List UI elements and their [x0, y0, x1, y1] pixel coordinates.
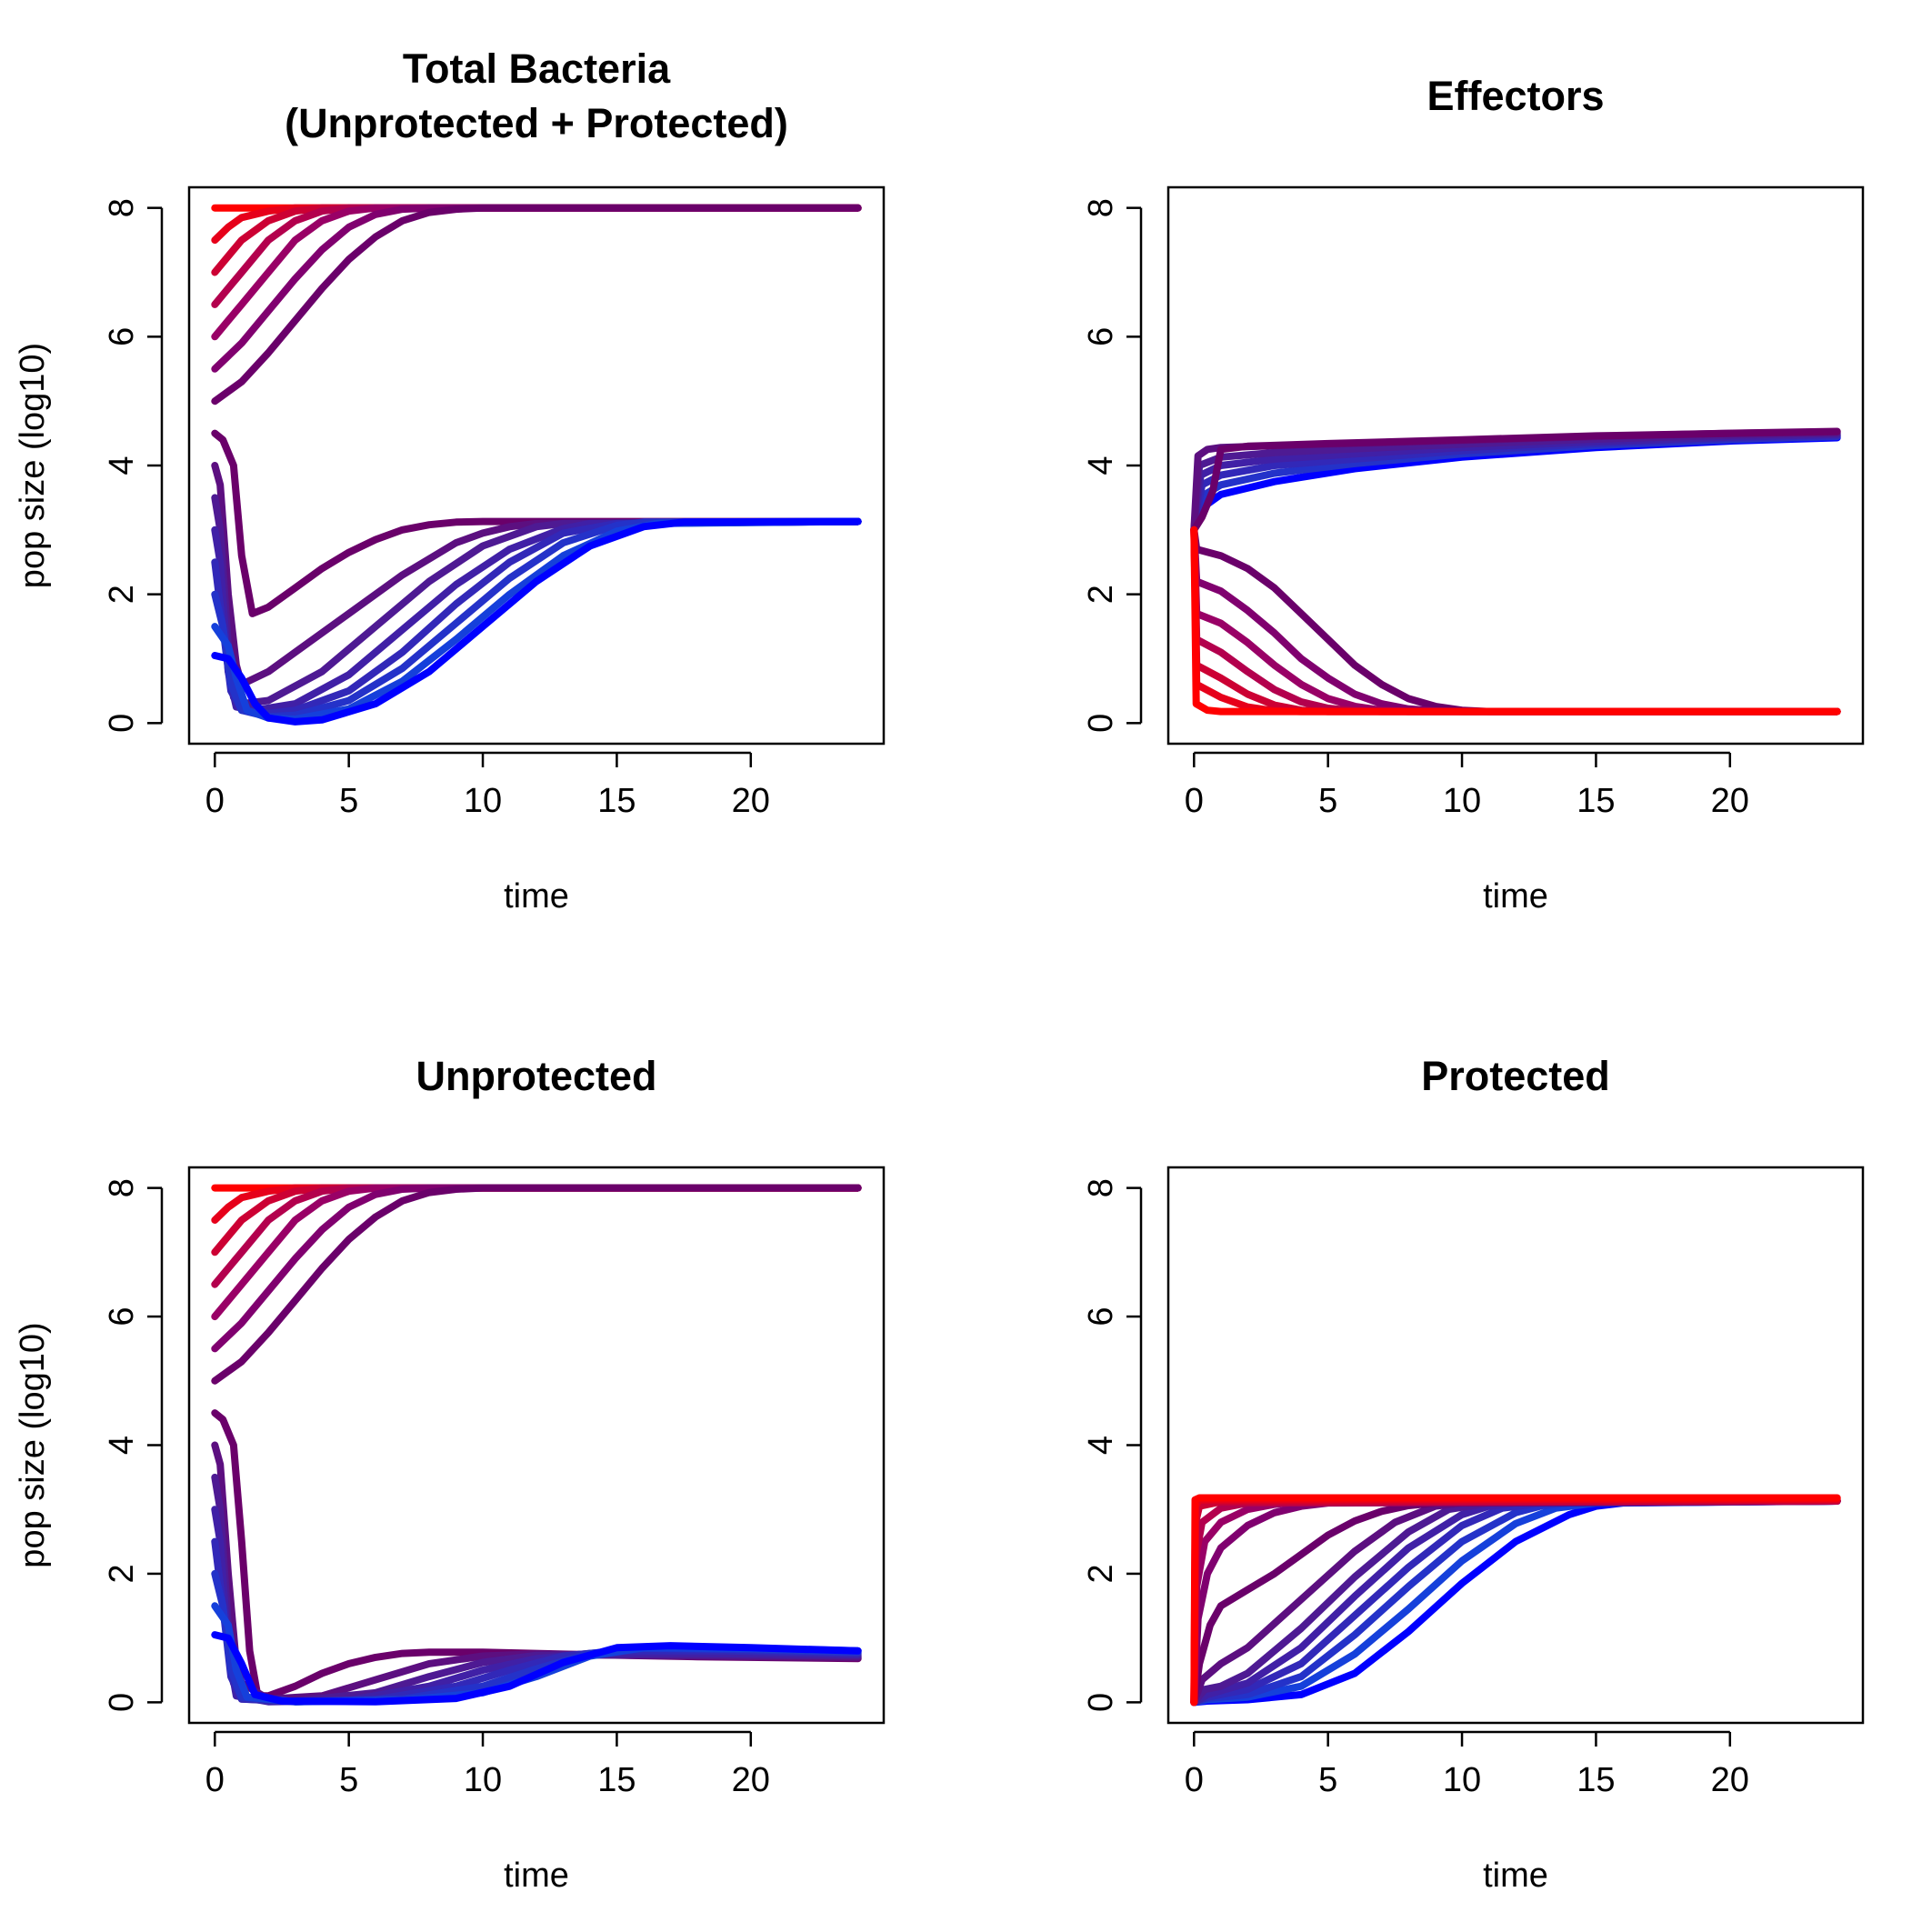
y-axis-label: pop size (log10): [14, 1322, 52, 1567]
series-line: [211, 462, 862, 688]
series-line: [1190, 427, 1841, 534]
x-tick-label: 10: [1443, 1761, 1481, 1799]
chart-title: Unprotected: [415, 1053, 656, 1099]
x-tick-label: 0: [205, 782, 225, 820]
x-tick-label: 5: [1318, 1761, 1337, 1799]
y-tick-label: 4: [1082, 455, 1120, 475]
series-line: [211, 1184, 862, 1321]
x-tick-label: 15: [597, 782, 636, 820]
y-tick-label: 6: [1082, 327, 1120, 346]
series-line: [211, 429, 862, 617]
chart-title: Total Bacteria: [403, 45, 671, 92]
y-tick-label: 0: [1082, 1693, 1120, 1712]
x-tick-label: 0: [205, 1761, 225, 1799]
y-tick-label: 2: [103, 1564, 141, 1583]
series-line: [211, 204, 862, 308]
x-tick-label: 15: [597, 1761, 636, 1799]
x-tick-label: 20: [732, 782, 770, 820]
y-tick-label: 4: [1082, 1436, 1120, 1455]
chart-panel-4: Protected 0 5 10 15 20 time 0 2 4 6 8: [1082, 1053, 1865, 1895]
plot-frame: [187, 1166, 886, 1725]
x-tick-label: 10: [1443, 782, 1481, 820]
x-tick-label: 5: [339, 782, 358, 820]
series-line: [211, 517, 862, 726]
series-line: [211, 517, 862, 724]
y-tick-label: 4: [103, 1436, 141, 1455]
x-tick-label: 0: [1185, 782, 1204, 820]
y-tick-label: 4: [103, 455, 141, 475]
x-tick-label: 5: [1318, 782, 1337, 820]
series-line: [211, 1184, 862, 1353]
y-tick-label: 8: [103, 198, 141, 217]
series-line: [211, 1184, 862, 1385]
series-line: [211, 204, 862, 373]
y-tick-label: 8: [1082, 1178, 1120, 1197]
x-axis-label: time: [1483, 1857, 1548, 1895]
x-tick-label: 0: [1185, 1761, 1204, 1799]
y-tick-label: 2: [1082, 585, 1120, 604]
y-tick-label: 2: [103, 585, 141, 604]
x-tick-label: 10: [464, 1761, 502, 1799]
y-tick-label: 8: [103, 1178, 141, 1197]
y-tick-label: 6: [103, 327, 141, 346]
chart-panel-3: Unprotected 0 5 10 15 20 time 0 2 4 6 8 pop size (lo…: [14, 1053, 886, 1895]
y-tick-label: 0: [103, 1693, 141, 1712]
chart-panel-2: Effectors 0 5 10 15 20 time 0 2 4 6 8: [1082, 73, 1865, 916]
x-axis-label: time: [504, 1857, 569, 1895]
x-tick-label: 15: [1577, 782, 1615, 820]
y-tick-label: 8: [1082, 198, 1120, 217]
plot-frame: [1166, 185, 1865, 746]
x-tick-label: 20: [1711, 782, 1749, 820]
y-tick-label: 2: [1082, 1564, 1120, 1583]
x-tick-label: 20: [1711, 1761, 1749, 1799]
chart-panel-1: Total Bacteria (Unprotected + Protected) 0…: [14, 45, 886, 916]
series-line: [1190, 526, 1841, 716]
y-axis-label: pop size (log10): [14, 343, 52, 588]
x-tick-label: 10: [464, 782, 502, 820]
series-line: [211, 517, 862, 721]
y-tick-label: 6: [103, 1306, 141, 1326]
chart-title: (Unprotected + Protected): [285, 100, 788, 146]
chart-title: Effectors: [1426, 73, 1604, 119]
y-tick-label: 0: [103, 714, 141, 733]
series-line: [1190, 1494, 1841, 1707]
series-line: [211, 1184, 862, 1288]
x-axis-label: time: [504, 877, 569, 916]
y-tick-label: 6: [1082, 1306, 1120, 1326]
plot-frame: [1166, 1166, 1865, 1725]
x-axis-label: time: [1483, 877, 1548, 916]
y-tick-label: 0: [1082, 714, 1120, 733]
chart-title: Protected: [1421, 1053, 1610, 1099]
x-tick-label: 20: [732, 1761, 770, 1799]
x-tick-label: 5: [339, 1761, 358, 1799]
plot-frame: [187, 185, 886, 746]
series-line: [211, 204, 862, 405]
x-tick-label: 15: [1577, 1761, 1615, 1799]
series-line: [211, 1631, 862, 1706]
series-line: [211, 204, 862, 341]
